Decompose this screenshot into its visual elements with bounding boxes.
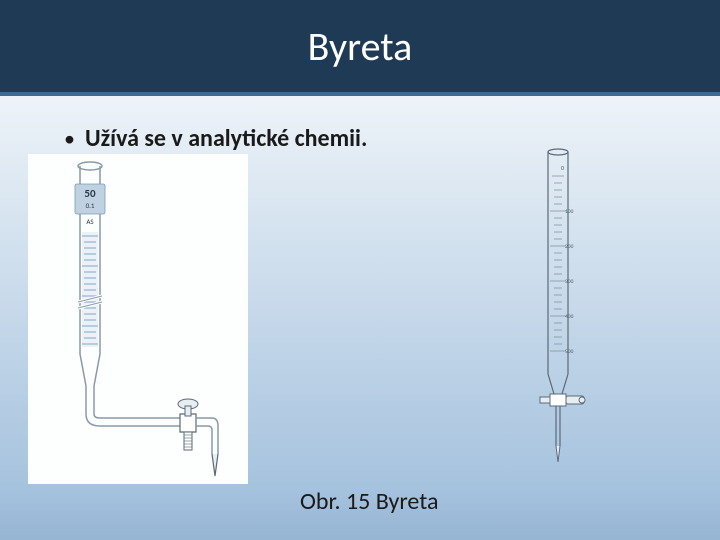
figure-caption: Obr. 15 Byreta bbox=[300, 487, 438, 516]
figure-burette-right: 0 bbox=[520, 146, 600, 466]
svg-text:0: 0 bbox=[561, 164, 564, 172]
burette-bent-icon: 50 0.1 AS bbox=[28, 154, 248, 484]
burette-straight-icon: 0 bbox=[520, 146, 600, 466]
bullet-marker: • bbox=[64, 128, 75, 150]
bullet-text: Užívá se v analytické chemii. bbox=[85, 124, 367, 153]
svg-text:400: 400 bbox=[565, 314, 574, 320]
label-sub: 0.1 bbox=[86, 201, 95, 210]
svg-text:200: 200 bbox=[565, 244, 574, 250]
svg-text:300: 300 bbox=[565, 279, 574, 285]
slide-title: Byreta bbox=[308, 22, 413, 71]
figure-burette-left: 50 0.1 AS bbox=[28, 154, 248, 484]
label-grade: AS bbox=[86, 217, 93, 226]
svg-text:100: 100 bbox=[565, 209, 574, 215]
graduations-right bbox=[550, 176, 566, 351]
label-value: 50 bbox=[84, 187, 96, 200]
title-band: Byreta bbox=[0, 0, 720, 96]
svg-text:500: 500 bbox=[565, 349, 574, 355]
